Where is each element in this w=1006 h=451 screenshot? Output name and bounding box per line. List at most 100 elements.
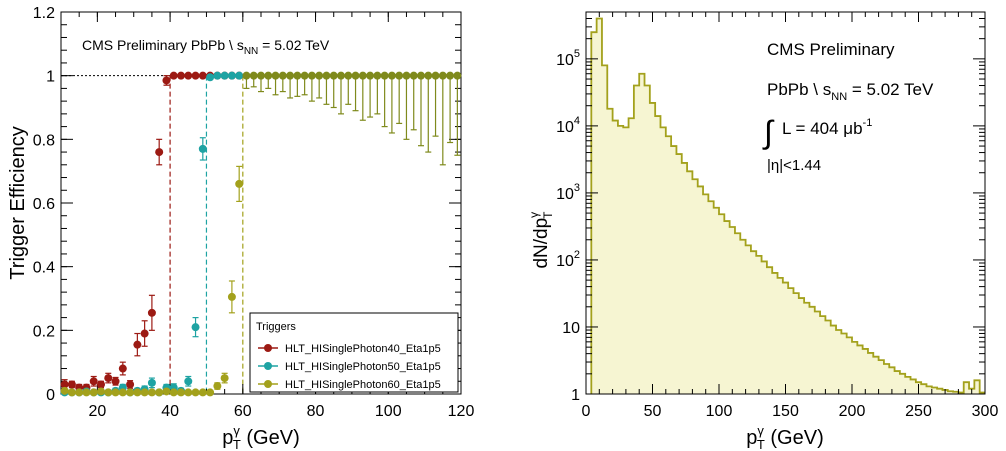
x-axis-label: pγ T (GeV) xyxy=(222,423,299,451)
data-point xyxy=(206,73,215,82)
data-point xyxy=(344,71,353,80)
legend-entry: HLT_HISinglePhoton40_Eta1p5 xyxy=(258,343,441,355)
svg-text:HLT_HISinglePhoton60_Eta1p5: HLT_HISinglePhoton60_Eta1p5 xyxy=(285,379,441,391)
annotation-energy: PbPb \ sNN = 5.02 TeV xyxy=(767,80,934,103)
data-point xyxy=(300,71,309,80)
x-tick-label: 200 xyxy=(839,403,866,420)
data-point xyxy=(329,71,338,80)
data-point xyxy=(89,377,98,386)
data-points xyxy=(60,71,462,397)
data-point xyxy=(147,388,156,397)
legend-entry: HLT_HISinglePhoton60_Eta1p5 xyxy=(258,379,441,391)
data-point xyxy=(213,71,222,80)
x-tick-label: 300 xyxy=(972,403,999,420)
x-tick-label: 100 xyxy=(375,403,402,420)
x-tick-label: 0 xyxy=(582,403,591,420)
data-point xyxy=(140,388,149,397)
data-point xyxy=(366,71,375,80)
data-point xyxy=(286,71,295,80)
data-point xyxy=(191,388,200,397)
axis-ticks: 0 50 100 150 200 250 300 1 10 102 103 104 105 xyxy=(556,11,999,420)
data-point xyxy=(373,71,382,80)
data-point xyxy=(60,380,69,389)
data-point xyxy=(147,308,156,317)
data-point xyxy=(140,329,149,338)
data-point xyxy=(351,71,360,80)
y-tick-label: 105 xyxy=(556,48,580,69)
data-point xyxy=(198,144,207,153)
x-tick-label: 80 xyxy=(307,403,325,420)
x-tick-label: 250 xyxy=(905,403,932,420)
data-point xyxy=(206,388,215,397)
legend-title: Triggers xyxy=(256,321,296,333)
x-tick-label: 50 xyxy=(644,403,662,420)
y-tick-label: 104 xyxy=(556,115,580,136)
data-point xyxy=(169,388,178,397)
data-point xyxy=(322,71,331,80)
data-point xyxy=(387,71,396,80)
histogram-fill xyxy=(591,18,985,394)
data-point xyxy=(198,71,207,80)
data-point xyxy=(97,380,105,389)
data-point xyxy=(307,71,316,80)
data-point xyxy=(446,71,455,80)
data-point xyxy=(249,71,258,80)
data-point xyxy=(438,71,447,80)
x-tick-label: 120 xyxy=(448,403,475,420)
y-tick-label: 0.8 xyxy=(33,132,55,149)
annotation-eta: |η|<1.44 xyxy=(767,157,821,174)
x-tick-label: 150 xyxy=(772,403,799,420)
data-point xyxy=(155,388,164,397)
data-point xyxy=(184,377,193,386)
x-tick-label: 40 xyxy=(161,403,179,420)
data-point xyxy=(242,71,251,80)
plot-frame-overlay xyxy=(585,11,986,395)
data-point xyxy=(191,71,200,80)
data-point xyxy=(162,76,171,85)
data-point xyxy=(89,388,98,397)
integral-sign: ∫ xyxy=(762,114,775,150)
data-point xyxy=(315,71,324,80)
y-tick-label: 1 xyxy=(46,69,55,86)
y-tick-label: 0 xyxy=(46,387,55,404)
data-point xyxy=(227,71,236,80)
data-point xyxy=(227,292,236,301)
y-axis-label: dN/dpγT xyxy=(527,211,555,269)
data-point xyxy=(257,71,265,80)
annotation-cms: CMS Preliminary xyxy=(767,40,895,59)
x-tick-label: 20 xyxy=(88,403,106,420)
data-point xyxy=(118,364,127,373)
data-point xyxy=(126,388,135,397)
x-axis-label: pγ T (GeV) xyxy=(746,423,823,451)
data-point xyxy=(67,380,76,389)
data-point xyxy=(278,71,287,80)
data-point xyxy=(169,71,178,80)
legend: Triggers HLT_HISinglePhoton40_Eta1p5 HLT… xyxy=(249,312,459,393)
data-point xyxy=(184,388,193,397)
data-point xyxy=(453,71,462,80)
data-point xyxy=(220,374,229,383)
data-point xyxy=(82,388,91,397)
efficiency-chart: 20 40 60 80 100 120 0 0.2 0.4 0.6 0.8 1 1.2 CMS Prel… xyxy=(7,5,474,451)
data-point xyxy=(60,386,69,395)
data-point xyxy=(380,71,389,80)
data-point xyxy=(417,71,425,80)
svg-text:HLT_HISinglePhoton40_Eta1p5: HLT_HISinglePhoton40_Eta1p5 xyxy=(285,343,441,355)
data-point xyxy=(271,71,280,80)
y-tick-label: 10 xyxy=(562,320,580,337)
data-point xyxy=(67,388,76,397)
data-point xyxy=(155,148,164,157)
data-point xyxy=(111,377,120,386)
x-tick-label: 60 xyxy=(234,403,252,420)
data-point xyxy=(191,323,200,332)
data-point xyxy=(118,388,127,397)
data-point xyxy=(409,71,418,80)
x-tick-label: 100 xyxy=(706,403,733,420)
data-point xyxy=(264,71,273,80)
data-point xyxy=(133,388,142,397)
annotation-lumi: L = 404 μb-1 xyxy=(782,117,872,138)
y-tick-label: 103 xyxy=(556,182,580,203)
data-point xyxy=(235,71,244,80)
data-point xyxy=(111,388,120,397)
legend-box xyxy=(249,312,459,393)
